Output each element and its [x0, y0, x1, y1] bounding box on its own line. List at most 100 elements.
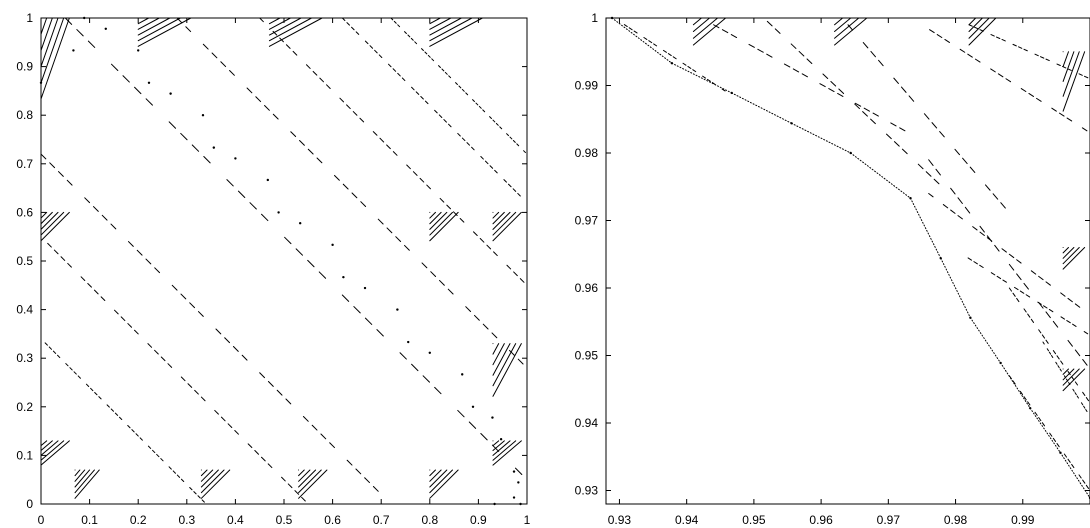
right-pattern-mark [628, 27, 633, 31]
right-pattern-mark [1012, 43, 1017, 47]
left-data-point [83, 16, 86, 20]
right-pattern-mark [1043, 305, 1048, 309]
right-data-point [1028, 406, 1032, 410]
left-pattern-mark [272, 30, 278, 36]
left-pattern-mark [229, 69, 235, 76]
right-data-point [909, 197, 912, 200]
right-pattern-mark [890, 122, 897, 127]
left-hatch-mark [200, 469, 208, 477]
right-pattern-mark [990, 34, 995, 37]
right-pattern-mark [1041, 422, 1046, 427]
left-data-point [493, 502, 496, 506]
right-pattern-mark [1060, 316, 1065, 320]
left-hatch-mark [429, 469, 442, 482]
right-pattern-mark [662, 49, 667, 53]
left-pattern-mark [397, 72, 401, 77]
left-data-point [363, 286, 367, 290]
left-pattern-mark [386, 144, 391, 150]
right-pattern-mark [862, 42, 869, 49]
right-data-point [849, 151, 852, 155]
left-pattern-mark [351, 192, 358, 199]
left-hatch-mark [429, 469, 436, 477]
right-pattern-mark [1037, 301, 1042, 305]
left-pattern-mark [232, 346, 239, 352]
right-hatch-mark [968, 17, 977, 26]
right-pattern-mark [870, 50, 876, 58]
left-hatch-mark [298, 469, 305, 477]
left-pattern-mark [376, 329, 384, 337]
left-pattern-mark [443, 119, 447, 123]
left-hatch-mark [40, 440, 53, 452]
right-hatch-mark [1062, 51, 1075, 82]
right-pattern-mark [1067, 68, 1072, 71]
right-ytick-label: 0.97 [575, 214, 599, 228]
left-pattern-mark [474, 314, 480, 321]
right-pattern-mark [838, 88, 845, 95]
right-pattern-mark [1085, 409, 1088, 413]
left-data-point [39, 81, 43, 84]
left-pattern-mark [424, 51, 428, 55]
right-pattern-mark [1023, 282, 1029, 290]
left-pattern-mark [372, 486, 379, 492]
right-pattern-mark [1066, 320, 1071, 324]
left-pattern-mark [261, 456, 266, 462]
right-hatch-mark [834, 17, 844, 26]
right-pattern-mark [687, 65, 692, 69]
left-pattern-mark [506, 264, 512, 270]
right-pattern-mark [1074, 381, 1079, 386]
left-hatch-mark [74, 469, 81, 477]
left-pattern-mark [254, 450, 260, 455]
right-xtick-label: 0.94 [675, 513, 699, 527]
left-hatch-mark [492, 440, 500, 447]
left-hatch-mark [40, 17, 65, 84]
left-pattern-mark [393, 20, 397, 24]
right-pattern-mark [974, 26, 979, 30]
left-pattern-mark [407, 34, 411, 38]
right-xtick-label: 0.95 [742, 513, 766, 527]
left-pattern-mark [168, 121, 177, 129]
right-pattern-mark [828, 88, 835, 93]
right-pattern-mark [766, 20, 773, 27]
left-pattern-mark [448, 75, 452, 79]
left-pattern-mark [202, 43, 209, 50]
left-pattern-mark [110, 223, 117, 230]
right-pattern-mark [1066, 117, 1073, 122]
left-pattern-mark [152, 449, 156, 454]
left-pattern-mark [259, 17, 264, 23]
left-pattern-mark [492, 119, 496, 123]
left-pattern-mark [410, 37, 414, 41]
right-pattern-mark [1008, 253, 1015, 259]
left-pattern-mark [422, 375, 430, 383]
right-pattern-mark [1074, 392, 1077, 396]
left-hatch-mark [40, 440, 65, 461]
left-pattern-mark [369, 45, 374, 49]
left-pattern-mark [302, 416, 309, 422]
left-ytick-label: 0 [26, 497, 33, 511]
right-pattern-mark [783, 63, 791, 68]
right-pattern-mark [1002, 279, 1007, 283]
left-pattern-mark [80, 276, 86, 281]
right-pattern-mark [854, 103, 860, 110]
left-pattern-mark [387, 63, 392, 68]
left-pattern-mark [101, 214, 108, 221]
left-pattern-mark [465, 306, 472, 312]
left-pattern-mark [110, 63, 119, 72]
left-pattern-mark [156, 453, 160, 458]
left-pattern-mark [341, 294, 350, 302]
left-pattern-mark [517, 192, 521, 197]
left-pattern-mark [167, 363, 173, 368]
right-hatch-mark [968, 17, 990, 39]
left-hatch-mark [200, 469, 214, 482]
left-pattern-mark [397, 24, 401, 28]
left-pattern-mark [326, 84, 331, 90]
left-pattern-mark [180, 376, 186, 382]
left-pattern-mark [87, 282, 92, 288]
left-pattern-mark [353, 306, 361, 314]
right-data-point [1059, 451, 1062, 454]
left-hatch-mark [429, 469, 459, 499]
left-pattern-mark [346, 22, 350, 26]
left-pattern-mark [480, 433, 488, 441]
left-xtick-label: 0.7 [373, 513, 390, 527]
left-hatch-mark [74, 469, 95, 494]
